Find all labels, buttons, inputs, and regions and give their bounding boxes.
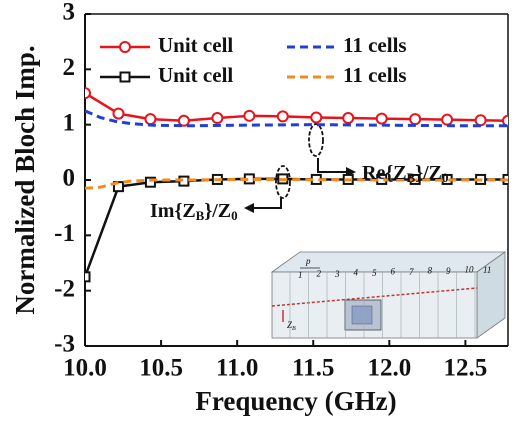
marker: [409, 113, 422, 126]
marker: [112, 181, 124, 193]
annotation-part: 0: [231, 208, 238, 223]
y-axis-title: Normalized Bloch Imp.: [10, 45, 40, 314]
inset-label: 11: [483, 265, 491, 275]
annotation: Re{ZB}/Z0: [362, 162, 449, 185]
x-tick-label: 12.5: [444, 355, 488, 382]
marker: [85, 271, 91, 283]
arrow: [250, 198, 282, 209]
inset-diagram: 1 2 3 4 5 6 7 8 9 10 11 p ZB: [270, 251, 507, 339]
inset-label: 9: [446, 266, 451, 276]
legend-label: 11 cells: [343, 63, 407, 87]
annotation-part: }/Z: [204, 200, 231, 222]
annotation-part: Re{Z: [362, 162, 407, 184]
marker: [441, 113, 454, 126]
plot-area: [85, 87, 508, 283]
x-tick-label: 11.5: [292, 355, 334, 382]
marker: [243, 109, 256, 122]
inset-label: 4: [354, 268, 359, 278]
inset-label: 3: [334, 269, 340, 279]
line: [85, 109, 508, 128]
x-tick-label: 11.0: [216, 355, 258, 382]
y-tick-label: 2: [63, 54, 76, 81]
inset-label: 6: [391, 267, 396, 277]
marker: [211, 112, 224, 125]
marker: [502, 114, 508, 127]
marker: [375, 112, 388, 125]
marker: [177, 114, 190, 127]
annotation-part: Im{Z: [150, 200, 196, 222]
marker: [144, 113, 157, 126]
legend-marker: [119, 41, 131, 53]
line: [85, 177, 508, 190]
x-axis-title: Frequency (GHz): [195, 386, 396, 416]
arrowhead: [244, 203, 254, 213]
legend-marker: [119, 71, 131, 83]
marker: [85, 87, 91, 100]
inset-label: 5: [372, 268, 377, 278]
annotation: Im{ZB}/Z0: [150, 200, 238, 223]
ellipse: [275, 165, 291, 199]
x-tick-label: 12.0: [367, 355, 411, 382]
marker: [144, 176, 156, 188]
inset-label: 1: [298, 270, 303, 280]
inset-label: 8: [428, 266, 433, 276]
annotation-part: B: [196, 208, 205, 223]
marker: [276, 110, 289, 123]
y-tick-label: -2: [54, 275, 75, 302]
y-tick-label: 1: [63, 109, 76, 136]
annotation-part: B: [407, 170, 416, 185]
inset-label: ZB: [287, 320, 296, 332]
inset-label: 10: [465, 265, 475, 275]
marker: [310, 111, 323, 124]
inset-label: 7: [409, 267, 414, 277]
annotation-part: 0: [442, 170, 449, 185]
legend-label: Unit cell: [158, 63, 233, 87]
ellipse: [308, 123, 324, 157]
y-tick-label: -1: [54, 220, 75, 247]
y-tick-label: 0: [63, 165, 76, 192]
y-tick-label: -3: [54, 331, 75, 358]
x-tick-label: 10.0: [63, 355, 107, 382]
inset-label-part: B: [292, 326, 296, 332]
inset-label: 2: [317, 269, 322, 279]
inset-label: p: [305, 256, 311, 266]
marker: [474, 114, 487, 127]
annotation-part: }/Z: [415, 162, 442, 184]
x-tick-label: 10.5: [139, 355, 183, 382]
marker: [342, 112, 355, 125]
legend-label: Unit cell: [158, 33, 233, 57]
inset-label-part: Z: [287, 320, 293, 330]
arrow: [317, 158, 350, 173]
marker: [112, 107, 125, 120]
y-tick-label: 3: [63, 0, 76, 26]
legend-label: 11 cells: [343, 33, 407, 57]
